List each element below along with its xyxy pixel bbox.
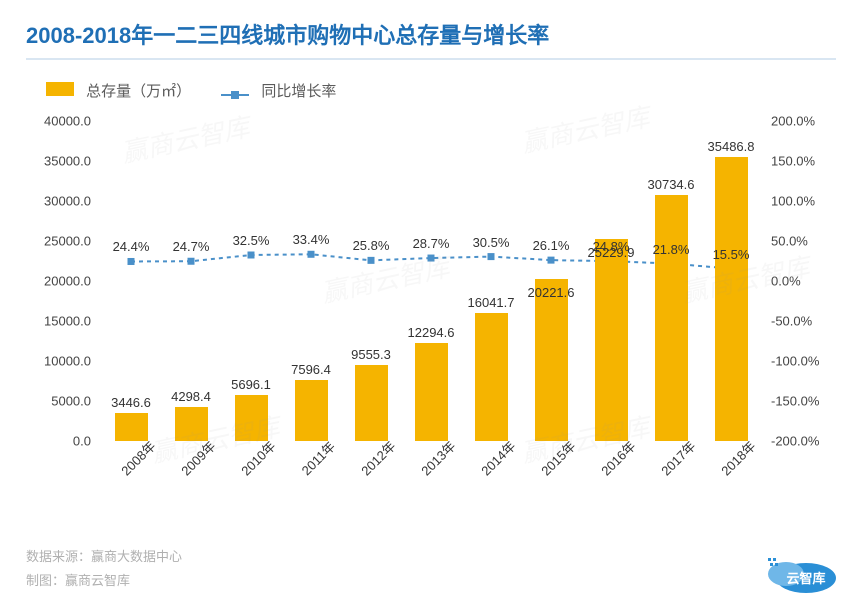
x-axis-label: 2015年	[536, 436, 579, 479]
bar-value-label: 3446.6	[111, 395, 151, 410]
x-axis-label: 2012年	[356, 436, 399, 479]
bar	[355, 365, 388, 441]
x-axis-label: 2008年	[116, 436, 159, 479]
chart-page: 2008-2018年一二三四线城市购物中心总存量与增长率 总存量（万㎡） 同比增…	[0, 0, 862, 608]
x-axis-label: 2014年	[476, 436, 519, 479]
bar-value-label: 7596.4	[291, 362, 331, 377]
bar-value-label: 16041.7	[468, 295, 515, 310]
x-axis-label: 2013年	[416, 436, 459, 479]
line-marker	[188, 258, 195, 265]
line-value-label: 30.5%	[473, 235, 510, 250]
line-marker	[548, 257, 555, 264]
line-marker	[368, 257, 375, 264]
line-value-label: 24.8%	[593, 239, 630, 254]
y-left-tick: 10000.0	[31, 354, 91, 369]
line-value-label: 24.7%	[173, 239, 210, 254]
bar	[535, 279, 568, 441]
bar-value-label: 12294.6	[408, 325, 455, 340]
y-right-tick: 200.0%	[771, 114, 831, 129]
legend-item-bar: 总存量（万㎡）	[46, 80, 191, 101]
legend: 总存量（万㎡） 同比增长率	[46, 80, 836, 101]
y-left-tick: 0.0	[31, 434, 91, 449]
bar	[415, 343, 448, 441]
line-value-label: 24.4%	[113, 239, 150, 254]
badge-text: 云智库	[786, 571, 825, 586]
y-left-tick: 35000.0	[31, 154, 91, 169]
y-left-tick: 25000.0	[31, 234, 91, 249]
line-value-label: 21.8%	[653, 242, 690, 257]
bar	[175, 407, 208, 441]
footer: 数据来源：赢商大数据中心 制图：赢商云智库	[26, 545, 182, 594]
bar-value-label: 9555.3	[351, 347, 391, 362]
bar-value-label: 20221.6	[528, 285, 575, 300]
chart-credit: 制图：赢商云智库	[26, 569, 182, 594]
y-right-tick: -150.0%	[771, 394, 831, 409]
bar	[295, 380, 328, 441]
x-axis-label: 2010年	[236, 436, 279, 479]
y-right-tick: 100.0%	[771, 194, 831, 209]
line-marker	[308, 251, 315, 258]
line-marker	[128, 258, 135, 265]
y-right-tick: 150.0%	[771, 154, 831, 169]
brand-badge: 云智库	[758, 544, 844, 594]
bar-value-label: 30734.6	[648, 177, 695, 192]
x-axis-label: 2009年	[176, 436, 219, 479]
y-left-tick: 5000.0	[31, 394, 91, 409]
bar	[655, 195, 688, 441]
y-right-tick: -100.0%	[771, 354, 831, 369]
line-marker	[248, 252, 255, 259]
y-left-tick: 20000.0	[31, 274, 91, 289]
line-value-label: 33.4%	[293, 232, 330, 247]
line-value-label: 28.7%	[413, 236, 450, 251]
y-right-tick: -50.0%	[771, 314, 831, 329]
bar	[475, 313, 508, 441]
bar	[115, 413, 148, 441]
x-axis-label: 2011年	[297, 437, 339, 479]
legend-swatch-line	[221, 91, 249, 99]
x-axis-label: 2017年	[656, 436, 699, 479]
plot-area: 3446.62008年24.4%4298.42009年24.7%5696.120…	[101, 121, 761, 441]
y-left-tick: 15000.0	[31, 314, 91, 329]
y-axis-right: -200.0%-150.0%-100.0%-50.0%0.0%50.0%100.…	[771, 121, 831, 441]
y-left-tick: 40000.0	[31, 114, 91, 129]
legend-line-label: 同比增长率	[261, 83, 336, 100]
y-right-tick: -200.0%	[771, 434, 831, 449]
x-axis-label: 2016年	[596, 436, 639, 479]
bar	[235, 395, 268, 441]
data-source: 数据来源：赢商大数据中心	[26, 545, 182, 570]
line-value-label: 26.1%	[533, 238, 570, 253]
bar-value-label: 5696.1	[231, 377, 271, 392]
line-value-label: 25.8%	[353, 238, 390, 253]
line-value-label: 15.5%	[713, 247, 750, 262]
line-marker	[428, 255, 435, 262]
bar-value-label: 4298.4	[171, 389, 211, 404]
y-left-tick: 30000.0	[31, 194, 91, 209]
legend-swatch-bar	[46, 82, 74, 96]
y-right-tick: 0.0%	[771, 274, 831, 289]
bar	[595, 239, 628, 441]
line-marker	[488, 253, 495, 260]
line-value-label: 32.5%	[233, 233, 270, 248]
bar-value-label: 35486.8	[708, 139, 755, 154]
bar	[715, 157, 748, 441]
chart-area: 0.0 5000.0 10000.0 15000.0 20000.0 25000.0 300…	[31, 121, 831, 491]
legend-bar-label: 总存量（万㎡）	[86, 83, 191, 100]
y-right-tick: 50.0%	[771, 234, 831, 249]
x-axis-label: 2018年	[716, 436, 759, 479]
y-axis-left: 0.05000.010000.015000.020000.025000.0300…	[31, 121, 91, 441]
chart-title: 2008-2018年一二三四线城市购物中心总存量与增长率	[26, 18, 836, 50]
title-divider	[26, 58, 836, 60]
legend-item-line: 同比增长率	[221, 80, 336, 101]
